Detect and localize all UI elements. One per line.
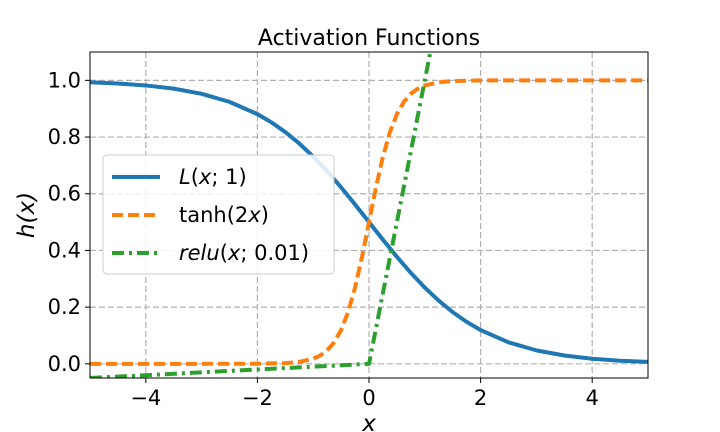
- y-axis-ticks: 0.0 0.2 0.4 0.6 0.8 1.0: [48, 68, 90, 376]
- series-line-tanh: [90, 78, 648, 366]
- y-tick-label: 0.2: [48, 295, 81, 319]
- y-axis-label: h(x): [14, 192, 40, 238]
- x-axis-ticks: −4 −2 0 2 4: [130, 378, 599, 410]
- legend-box: [102, 154, 335, 275]
- x-axis-label: x: [361, 411, 376, 432]
- y-tick-label: 0.4: [48, 238, 81, 262]
- legend-label-tanh: tanh(2x): [179, 203, 269, 227]
- legend-label-logistic: L(x; 1): [179, 165, 247, 189]
- x-tick-label: 2: [474, 386, 487, 410]
- x-tick-label: −2: [242, 386, 273, 410]
- legend-label-relu: relu(x; 0.01): [179, 241, 309, 265]
- chart-title: Activation Functions: [258, 26, 480, 51]
- legend: L(x; 1) tanh(2x) relu(x; 0.01): [102, 154, 335, 275]
- series-line-relu: [90, 52, 433, 378]
- y-tick-label: 1.0: [48, 68, 81, 92]
- y-tick-label: 0.0: [48, 352, 81, 376]
- x-tick-label: 0: [362, 386, 375, 410]
- y-tick-label: 0.8: [48, 125, 81, 149]
- series-layer: [90, 52, 648, 378]
- x-tick-label: −4: [130, 386, 161, 410]
- y-tick-label: 0.6: [48, 182, 81, 206]
- x-tick-label: 4: [586, 386, 599, 410]
